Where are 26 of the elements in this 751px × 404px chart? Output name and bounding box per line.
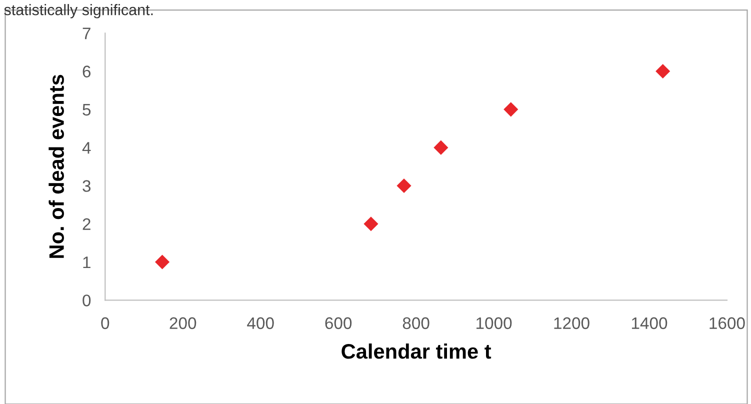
y-tick-label: 2 — [82, 218, 90, 230]
x-tick-label: 1200 — [554, 317, 590, 330]
x-tick-label: 1400 — [632, 317, 668, 330]
point — [656, 64, 670, 79]
x-tick-label: 400 — [247, 317, 274, 330]
x-tick-label: 0 — [101, 317, 110, 330]
text: statistically significant. — [4, 4, 153, 18]
x-tick-label: 200 — [170, 317, 196, 330]
x-tick-label: 1600 — [710, 317, 745, 330]
x-axis-title: Calendar time t — [342, 343, 492, 359]
y-tick-label: 4 — [82, 142, 91, 154]
point — [364, 216, 378, 232]
y-axis-title: No. of dead events — [48, 74, 64, 258]
x-tick-label: 800 — [402, 317, 430, 330]
y-tick-label: 3 — [82, 180, 91, 192]
point — [154, 254, 170, 270]
x-tick-label: 1000 — [476, 317, 512, 330]
y-tick-label: 1 — [83, 256, 90, 268]
point — [504, 102, 518, 117]
y-tick-label: 0 — [82, 294, 91, 306]
x-tick-label: 600 — [325, 317, 352, 330]
point — [396, 178, 412, 194]
y-tick-label: 5 — [82, 104, 91, 116]
point — [434, 140, 448, 155]
y-tick-label: 7 — [82, 28, 90, 40]
y-tick-label: 6 — [82, 66, 91, 78]
